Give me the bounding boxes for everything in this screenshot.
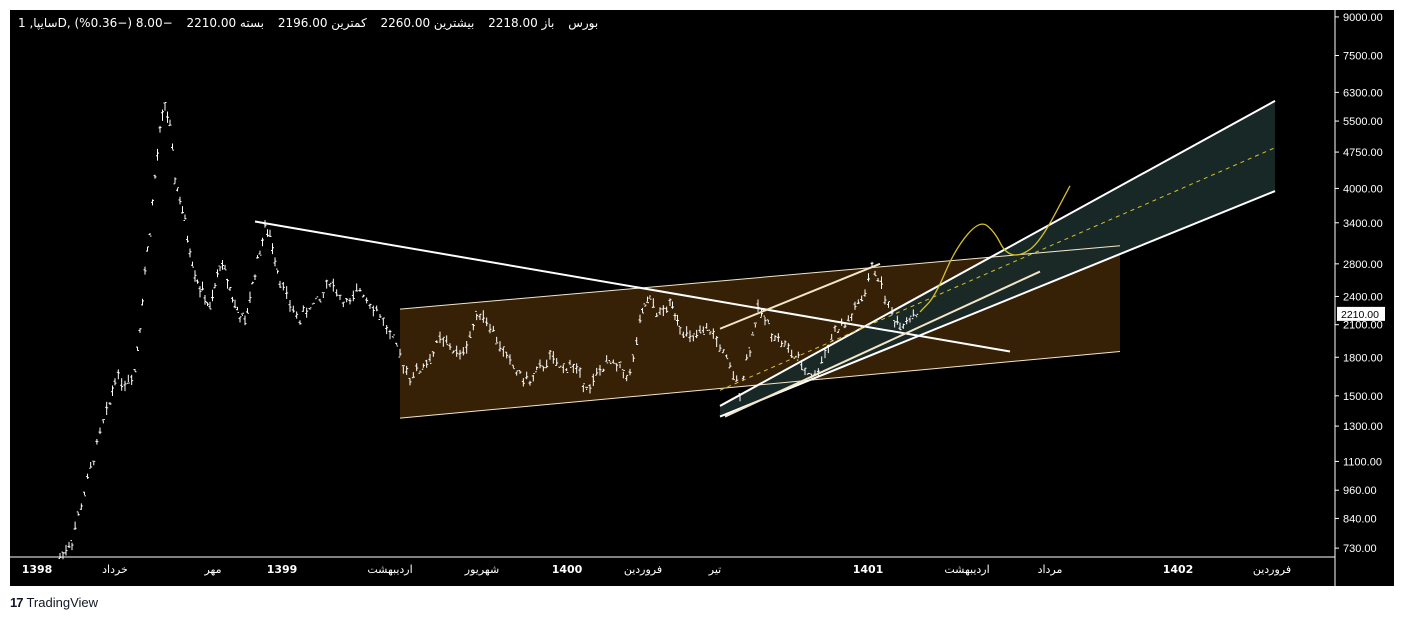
projection-curve xyxy=(919,185,1071,313)
price-tick-label: 840.00 xyxy=(1343,513,1377,525)
price-tick-label: 1300.00 xyxy=(1343,421,1383,433)
time-axis-label: فروردین xyxy=(1253,563,1291,576)
time-axis-label: مهر xyxy=(203,563,221,576)
symbol-name[interactable]: سایپا, 1D, بورس xyxy=(18,16,599,30)
time-axis-label: اردیبهشت xyxy=(367,563,412,576)
time-axis-label: 1398 xyxy=(22,563,53,576)
time-axis-ticks: 1398 خرداد مهر 1399 اردیبهشت شهریور 1400 فروردی… xyxy=(22,563,1291,576)
drawings-layer xyxy=(254,100,1276,419)
high-value: بیشترین 2260.00 xyxy=(380,16,475,30)
price-tick-label: 6300.00 xyxy=(1343,87,1383,99)
downtrend-line xyxy=(254,220,1011,353)
price-tick-label: 960.00 xyxy=(1343,485,1377,497)
price-tick-label: 730.00 xyxy=(1343,543,1377,555)
last-price-badge xyxy=(1337,306,1385,321)
price-tick-label: 4000.00 xyxy=(1343,183,1383,195)
price-tick-label: 1800.00 xyxy=(1343,352,1383,364)
last-price-badge-group: 2210.00 xyxy=(1337,306,1385,321)
time-axis-label: فروردین xyxy=(624,563,662,576)
price-tick-label: 2800.00 xyxy=(1343,259,1383,271)
teal-channel-top-line xyxy=(719,100,1276,407)
time-axis-label: مرداد xyxy=(1038,563,1063,576)
orange-channel-top-line xyxy=(399,245,1121,310)
price-tick-label: 2400.00 xyxy=(1343,291,1383,303)
price-chart[interactable]: 9000.00 7500.00 6300.00 5500.00 4750.00 4000.… xyxy=(10,10,1394,586)
inner-support-line xyxy=(724,270,1041,418)
time-axis-label: اردیبهشت xyxy=(944,563,989,576)
price-axis-ticks: 9000.00 7500.00 6300.00 5500.00 4750.00 4000.… xyxy=(1335,12,1383,555)
chart-frame[interactable]: 9000.00 7500.00 6300.00 5500.00 4750.00 4000.… xyxy=(10,10,1394,586)
brand-name[interactable]: TradingView xyxy=(26,594,99,610)
candles-layer xyxy=(58,102,919,560)
time-axis-label: خرداد xyxy=(102,563,128,576)
time-axis-label: شهریور xyxy=(464,563,499,576)
price-tick-label: 4750.00 xyxy=(1343,147,1383,159)
channels-layer xyxy=(400,100,1275,419)
low-value: کمترین 2196.00 xyxy=(277,16,367,30)
time-axis-label: 1401 xyxy=(853,563,884,576)
time-axis-label: 1400 xyxy=(552,563,583,576)
teal-channel-mid-line xyxy=(719,147,1276,391)
footer: 17 TradingView xyxy=(10,594,98,610)
last-price-badge-label: 2210.00 xyxy=(1341,309,1379,321)
price-tick-label: 3400.00 xyxy=(1343,218,1383,230)
price-tick-label: 2100.00 xyxy=(1343,320,1383,332)
open-value: باز 2218.00 xyxy=(488,16,555,30)
time-axis-label: 1402 xyxy=(1163,563,1194,576)
change-value: −8.00 (−0.36%) xyxy=(74,16,173,30)
price-tick-label: 7500.00 xyxy=(1343,50,1383,62)
teal-channel-bottom-line xyxy=(719,190,1276,418)
inner-channel-top-line xyxy=(719,262,881,330)
price-tick-label: 1100.00 xyxy=(1343,456,1382,468)
teal-channel-fill xyxy=(720,100,1275,417)
time-axis-label: 1399 xyxy=(267,563,298,576)
price-tick-label: 1500.00 xyxy=(1343,391,1383,403)
tradingview-logo-icon[interactable]: 17 xyxy=(10,594,24,610)
time-axis-label: تیر xyxy=(708,563,721,576)
price-tick-label: 5500.00 xyxy=(1343,116,1383,128)
close-value: بسته 2210.00 xyxy=(186,16,265,30)
price-tick-label: 9000.00 xyxy=(1343,12,1383,24)
symbol-header: سایپا, 1D, بورس باز 2218.00 بیشترین 2260… xyxy=(18,16,608,30)
